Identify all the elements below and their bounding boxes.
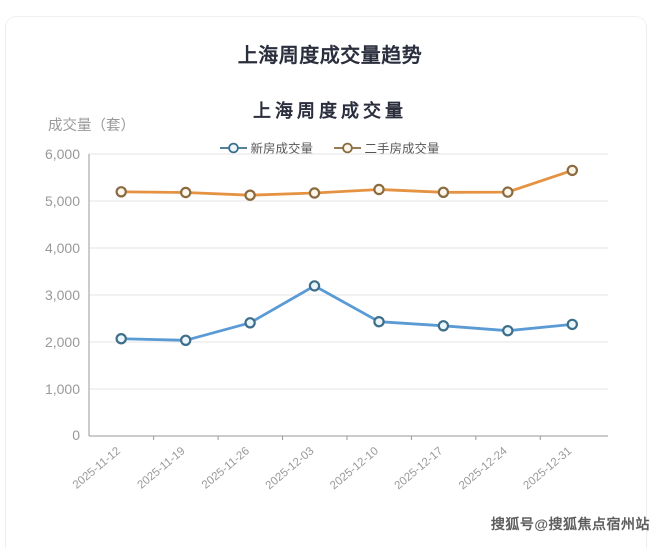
svg-text:6,000: 6,000	[45, 146, 80, 162]
svg-text:2025-12-31: 2025-12-31	[521, 445, 574, 492]
svg-text:2,000: 2,000	[45, 334, 80, 350]
svg-text:4,000: 4,000	[45, 240, 80, 256]
svg-text:2025-12-24: 2025-12-24	[457, 445, 510, 492]
svg-text:2025-12-10: 2025-12-10	[328, 445, 381, 492]
svg-text:2025-11-26: 2025-11-26	[200, 445, 252, 491]
svg-text:0: 0	[72, 427, 80, 443]
svg-text:5,000: 5,000	[45, 193, 80, 209]
svg-text:2025-11-19: 2025-11-19	[135, 445, 187, 491]
svg-text:2025-12-03: 2025-12-03	[264, 445, 317, 492]
svg-text:成交量（套）: 成交量（套）	[48, 116, 135, 134]
svg-text:1,000: 1,000	[45, 381, 80, 397]
svg-text:3,000: 3,000	[45, 287, 80, 303]
svg-text:2025-12-17: 2025-12-17	[393, 445, 446, 492]
svg-text:2025-11-12: 2025-11-12	[71, 445, 123, 491]
